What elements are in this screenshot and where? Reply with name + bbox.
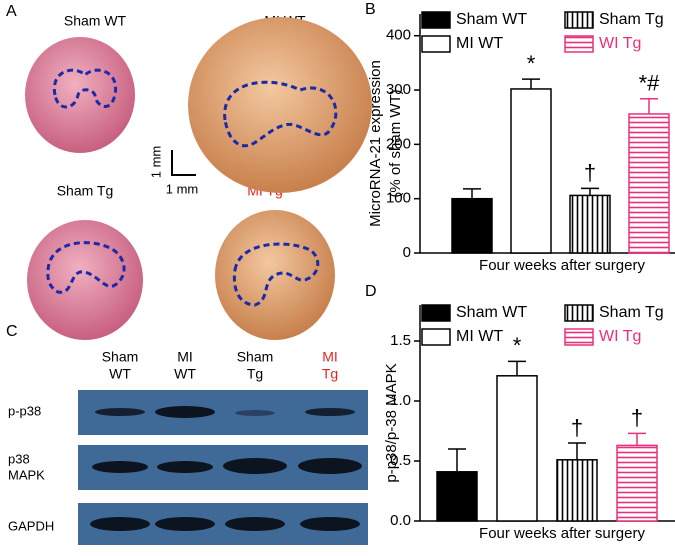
panel-letter: C: [6, 323, 18, 340]
lane-label: MI: [322, 349, 338, 365]
row-label: GAPDH: [8, 518, 54, 533]
y-tick-label: 300: [386, 81, 411, 98]
lane-label: WT: [109, 366, 131, 382]
bar: [451, 197, 493, 254]
y-tick-label: 1.0: [390, 392, 411, 409]
legend-label: WI Tg: [599, 328, 641, 345]
row-label: p38: [8, 451, 30, 466]
blots: [78, 390, 368, 545]
legend-swatch: [421, 35, 451, 53]
annotation: †: [631, 405, 643, 430]
image-label: Sham Tg: [57, 183, 114, 199]
bar: [616, 444, 658, 522]
y-tick-label: 1.5: [390, 332, 411, 349]
annotation: †: [571, 415, 583, 440]
y-tick-label: 400: [386, 27, 411, 44]
annotation: *#: [639, 71, 661, 96]
annotation: †: [584, 160, 596, 185]
y-axis-label: MicroRNA-21 expression: [367, 60, 384, 227]
scale-label: 1 mm: [166, 181, 199, 196]
legend-label: Sham WT: [456, 304, 527, 321]
x-axis-label: Four weeks after surgery: [479, 257, 645, 274]
row-label: MAPK: [8, 467, 45, 482]
panel-letter: A: [6, 3, 17, 20]
bar: [510, 88, 552, 254]
bar: [628, 113, 670, 254]
legend-swatch: [421, 11, 451, 29]
lane-label: Sham: [237, 349, 274, 365]
legend-label: WI Tg: [599, 35, 641, 52]
y-tick-label: 200: [386, 135, 411, 152]
y-tick-label: 100: [386, 190, 411, 207]
legend-label: Sham Tg: [599, 304, 664, 321]
lane-label: WT: [174, 366, 196, 382]
y-axis-label: p-p38/p-38 MAPK: [383, 363, 400, 482]
bar: [569, 194, 611, 254]
legend-label: Sham WT: [456, 11, 527, 28]
panel-letter: D: [365, 283, 377, 300]
lane-label: Tg: [247, 366, 263, 382]
y-tick-label: 0: [403, 244, 411, 261]
row-label: p-p38: [8, 403, 41, 418]
annotation: *: [513, 333, 522, 358]
image-label: Sham WT: [64, 13, 127, 29]
legend-swatch: [564, 11, 594, 29]
legend-swatch: [421, 328, 451, 346]
bar: [436, 471, 478, 522]
legend-label: MI WT: [456, 328, 503, 345]
bar: [556, 459, 598, 522]
x-axis-label: Four weeks after surgery: [479, 525, 645, 542]
legend-swatch: [564, 304, 594, 322]
legend-label: Sham Tg: [599, 11, 664, 28]
panel-letter: B: [365, 1, 376, 18]
scale-label: 1 mm: [148, 146, 163, 179]
y-tick-label: 0.0: [390, 512, 411, 529]
y-axis-label: (% of sham WT): [387, 89, 404, 197]
legend-swatch: [421, 304, 451, 322]
legend-swatch: [564, 35, 594, 53]
annotation: *: [527, 51, 536, 76]
lane-label: Sham: [102, 349, 139, 365]
legend-label: MI WT: [456, 35, 503, 52]
lane-label: MI: [177, 349, 193, 365]
y-tick-label: 0.5: [390, 452, 411, 469]
bar: [496, 375, 538, 522]
lane-label: Tg: [322, 366, 338, 382]
heart-images: [25, 17, 372, 340]
legend-swatch: [564, 328, 594, 346]
